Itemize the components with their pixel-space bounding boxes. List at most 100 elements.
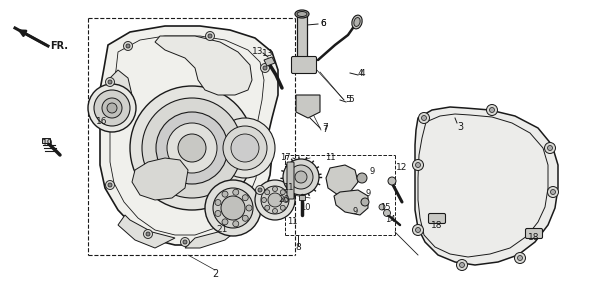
Text: 17: 17 xyxy=(280,153,291,162)
Circle shape xyxy=(221,196,245,220)
Circle shape xyxy=(205,32,215,41)
Circle shape xyxy=(143,229,152,238)
Circle shape xyxy=(242,195,248,201)
Circle shape xyxy=(123,42,133,51)
Polygon shape xyxy=(299,195,305,200)
Text: 13: 13 xyxy=(251,48,263,57)
Circle shape xyxy=(273,209,277,213)
Circle shape xyxy=(548,145,552,150)
Circle shape xyxy=(289,165,313,189)
Text: 2: 2 xyxy=(212,269,218,279)
Text: 7: 7 xyxy=(322,126,328,135)
Circle shape xyxy=(156,112,228,184)
Text: 9: 9 xyxy=(352,207,358,216)
Circle shape xyxy=(222,219,228,225)
Polygon shape xyxy=(104,70,132,125)
Text: 4: 4 xyxy=(358,69,363,77)
Circle shape xyxy=(388,177,396,185)
Circle shape xyxy=(213,188,253,228)
Circle shape xyxy=(548,187,559,197)
Text: 5: 5 xyxy=(345,95,350,104)
Circle shape xyxy=(231,134,259,162)
Text: 13: 13 xyxy=(262,48,274,57)
Polygon shape xyxy=(155,36,252,95)
Circle shape xyxy=(246,205,252,211)
Circle shape xyxy=(107,103,117,113)
Circle shape xyxy=(222,191,228,197)
Circle shape xyxy=(258,188,262,192)
Circle shape xyxy=(545,142,556,154)
Text: 6: 6 xyxy=(320,18,326,27)
Circle shape xyxy=(415,163,421,167)
FancyBboxPatch shape xyxy=(428,213,445,224)
FancyBboxPatch shape xyxy=(291,57,316,73)
Circle shape xyxy=(379,204,385,210)
Circle shape xyxy=(415,228,421,232)
Circle shape xyxy=(261,197,267,203)
Circle shape xyxy=(418,113,430,123)
Polygon shape xyxy=(334,190,368,215)
Circle shape xyxy=(108,80,112,84)
Circle shape xyxy=(265,190,270,195)
Circle shape xyxy=(284,197,289,203)
Circle shape xyxy=(384,209,391,216)
Circle shape xyxy=(514,253,526,263)
Circle shape xyxy=(283,159,319,195)
Circle shape xyxy=(233,189,239,195)
Circle shape xyxy=(106,77,114,86)
Circle shape xyxy=(460,262,464,268)
Circle shape xyxy=(487,104,497,116)
Circle shape xyxy=(412,225,424,235)
Text: 14: 14 xyxy=(385,216,395,225)
Circle shape xyxy=(361,198,369,206)
Text: 10: 10 xyxy=(300,203,310,213)
Circle shape xyxy=(255,185,264,194)
Text: 3: 3 xyxy=(457,122,463,132)
Circle shape xyxy=(167,123,217,173)
Circle shape xyxy=(130,86,254,210)
Circle shape xyxy=(205,180,261,236)
Text: 9: 9 xyxy=(365,188,371,197)
Text: 19: 19 xyxy=(42,138,54,147)
Circle shape xyxy=(263,66,267,70)
Text: 8: 8 xyxy=(295,243,301,252)
Circle shape xyxy=(233,221,239,227)
Text: 9: 9 xyxy=(369,167,375,176)
Polygon shape xyxy=(42,138,50,143)
Circle shape xyxy=(261,64,270,73)
Ellipse shape xyxy=(297,11,307,17)
Polygon shape xyxy=(185,220,240,248)
Circle shape xyxy=(280,205,286,210)
Circle shape xyxy=(106,181,114,190)
Circle shape xyxy=(183,240,187,244)
Circle shape xyxy=(215,200,221,206)
Circle shape xyxy=(223,126,267,170)
Text: 7: 7 xyxy=(322,123,328,132)
Text: 18: 18 xyxy=(431,221,442,229)
Circle shape xyxy=(412,160,424,170)
Circle shape xyxy=(357,173,367,183)
Circle shape xyxy=(126,44,130,48)
Text: 6: 6 xyxy=(320,18,326,27)
Circle shape xyxy=(88,84,136,132)
Circle shape xyxy=(215,118,275,178)
Circle shape xyxy=(265,205,270,210)
Circle shape xyxy=(242,215,248,221)
Circle shape xyxy=(268,193,282,207)
FancyBboxPatch shape xyxy=(297,15,307,60)
Circle shape xyxy=(178,134,206,162)
FancyBboxPatch shape xyxy=(526,228,542,238)
Circle shape xyxy=(94,90,130,126)
Circle shape xyxy=(102,98,122,118)
FancyBboxPatch shape xyxy=(287,162,294,199)
Ellipse shape xyxy=(295,10,309,18)
Polygon shape xyxy=(415,107,558,265)
Circle shape xyxy=(517,256,523,260)
Text: 4: 4 xyxy=(360,69,366,77)
Circle shape xyxy=(146,232,150,236)
Circle shape xyxy=(208,34,212,38)
Circle shape xyxy=(295,171,307,183)
Circle shape xyxy=(108,183,112,187)
Polygon shape xyxy=(296,95,320,118)
Polygon shape xyxy=(118,215,175,248)
